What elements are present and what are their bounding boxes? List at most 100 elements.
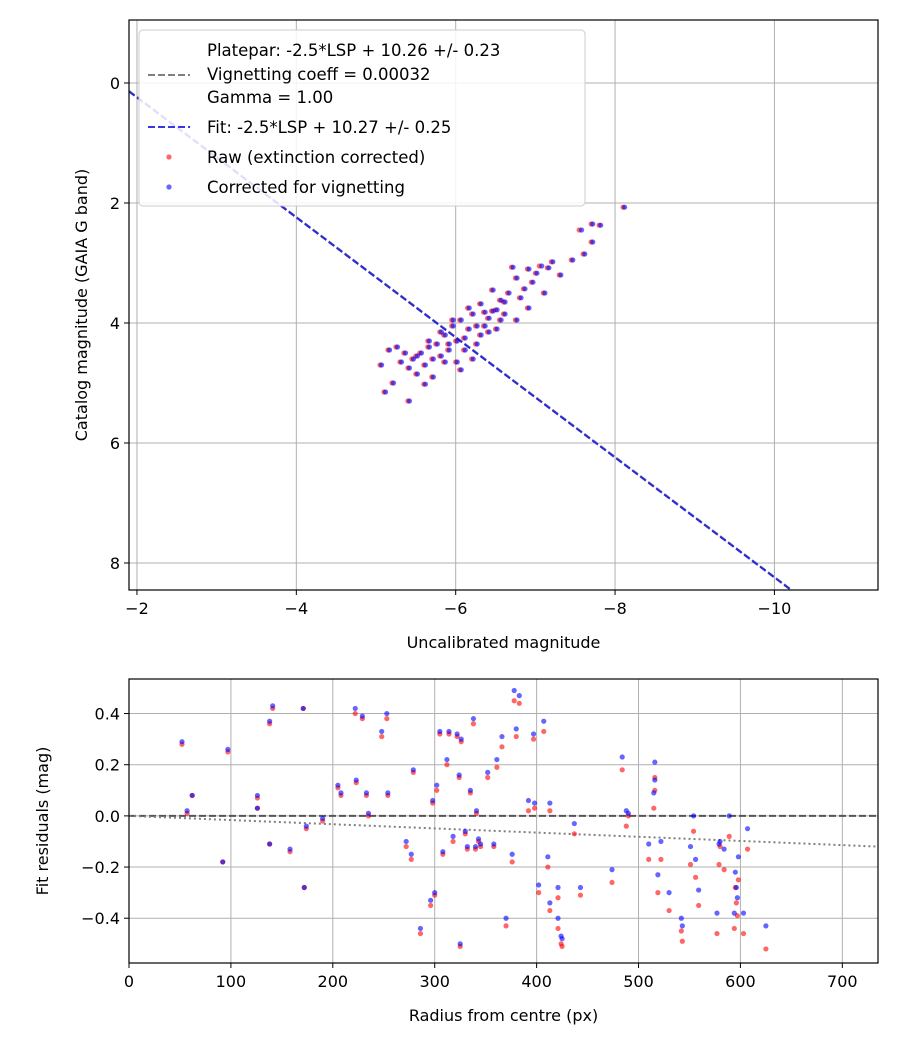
residuals-raw-point [403, 843, 409, 850]
residuals-corrected-point [571, 820, 577, 827]
residuals-corrected-point [655, 872, 661, 878]
residuals-corrected-point [503, 915, 509, 921]
calibration-corrected-point [426, 344, 432, 350]
residuals-raw-point [499, 744, 505, 750]
calibration-corrected-point [558, 272, 564, 278]
legend-vignetting-label: Vignetting coeff = 0.00032 [207, 65, 431, 84]
calibration-corrected-point [458, 367, 464, 373]
residuals-raw-point [559, 943, 565, 949]
residuals-raw-point [509, 859, 515, 865]
residuals-corrected-point [338, 790, 344, 796]
residuals-corrected-point [732, 869, 738, 875]
residuals-raw-point [384, 716, 390, 722]
residuals-corrected-point [547, 900, 553, 906]
residuals-corrected-point [735, 854, 741, 860]
calibration-corrected-point [482, 323, 488, 329]
residuals-corrected-point [385, 790, 391, 796]
residuals-raw-point [470, 721, 477, 727]
calibration-corrected-point [490, 287, 496, 293]
calibration-corrected-point [522, 286, 528, 292]
residuals-raw-point [536, 890, 542, 896]
calibration-corrected-point [414, 371, 421, 377]
calibration-corrected-point [430, 356, 436, 362]
residuals-corrected-point [721, 846, 727, 852]
residuals-raw-point [623, 823, 629, 829]
residuals-raw-point [555, 895, 561, 901]
residuals-corrected-point [462, 828, 468, 834]
calibration-corrected-point [406, 398, 413, 404]
residuals-corrected-point [454, 731, 460, 737]
calibration-corrected-point [466, 326, 472, 332]
residuals-corrected-point [440, 849, 446, 855]
residuals-xlabel: Radius from centre (px) [409, 1006, 598, 1025]
residuals-raw-point [516, 700, 522, 706]
residuals-xtick-label: 0 [124, 972, 134, 991]
residuals-corrected-point [353, 777, 359, 783]
calibration-corrected-point [510, 264, 516, 270]
residuals-ylabel: Fit residuals (mag) [33, 747, 52, 896]
calibration-corrected-point [578, 227, 585, 233]
residuals-raw-point [716, 861, 722, 868]
residuals-raw-point [687, 861, 694, 868]
residuals-raw-point [731, 925, 737, 932]
residuals-raw-point [555, 925, 561, 932]
residuals-corrected-point [516, 693, 522, 699]
residuals-corrected-point [678, 915, 684, 921]
residuals-raw-point [726, 833, 732, 839]
residuals-corrected-point [491, 841, 497, 847]
residuals-raw-point [571, 831, 577, 837]
calibration-axes-frame [128, 19, 879, 591]
residuals-corrected-point [352, 705, 358, 712]
calibration-corrected-point [590, 221, 596, 227]
residuals-raw-point [428, 902, 434, 909]
residuals-corrected-point [225, 746, 231, 752]
residuals-raw-point [352, 710, 358, 717]
residuals-reference-lines [129, 814, 878, 848]
legend-raw-marker [166, 154, 172, 160]
residuals-corrected-point [464, 843, 470, 850]
residuals-corrected-point [301, 884, 307, 891]
residuals-corrected-point [467, 787, 473, 793]
residuals-corrected-point [687, 843, 694, 850]
residuals-raw-point [763, 946, 769, 952]
residuals-corrected-point [690, 813, 697, 819]
calibration-corrected-point [506, 290, 512, 296]
residuals-corrected-point [559, 936, 565, 942]
residuals-raw-point [679, 938, 685, 944]
residuals-ytick-label: −0.2 [81, 858, 120, 877]
residuals-raw-point [744, 846, 751, 852]
residuals-corrected-point [444, 756, 450, 763]
residuals-corrected-point [379, 728, 385, 735]
residuals-corrected-point [303, 823, 309, 829]
residuals-corrected-point [714, 910, 720, 916]
calibration-corrected-point [386, 347, 393, 353]
residuals-corrected-point [717, 838, 723, 845]
residuals-raw-point [721, 867, 727, 873]
residuals-xtick-label: 100 [216, 972, 247, 991]
calibration-corrected-point [486, 315, 492, 321]
residuals-corrected-point [267, 841, 273, 847]
calibration-ylabel: Catalog magnitude (GAIA G band) [72, 169, 91, 441]
calibration-corrected-point [546, 265, 552, 271]
residuals-xtick-label: 500 [623, 972, 654, 991]
calibration-ytick-label: 6 [110, 434, 120, 453]
residuals-raw-point [696, 902, 702, 909]
calibration-corrected-point [446, 347, 452, 353]
residuals-corrected-point [531, 800, 538, 806]
residuals-raw-point [733, 900, 739, 906]
calibration-xtick-label: −8 [603, 599, 627, 618]
calibration-corrected-point [570, 257, 576, 263]
residuals-xtick-label: 700 [827, 972, 858, 991]
residuals-ytick-label: 0.2 [95, 756, 120, 775]
residuals-raw-point [408, 856, 414, 862]
calibration-corrected-point [598, 222, 604, 228]
residuals-corrected-point [731, 910, 737, 916]
calibration-xtick-label: −4 [285, 599, 309, 618]
calibration-corrected-point [462, 335, 468, 341]
residuals-corrected-point [437, 728, 443, 735]
residuals-corrected-point [267, 718, 273, 724]
calibration-corrected-point [486, 329, 492, 335]
calibration-ytick-label: 2 [110, 194, 120, 213]
calibration-ytick-label: 4 [110, 314, 120, 333]
residuals-corrected-point [545, 854, 551, 860]
